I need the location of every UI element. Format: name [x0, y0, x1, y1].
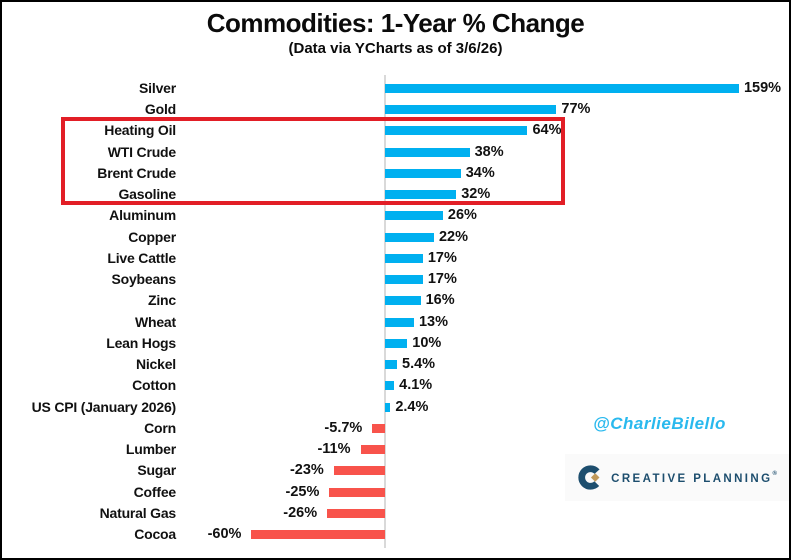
value-label: 10%	[412, 334, 442, 351]
value-label: -26%	[283, 504, 318, 521]
value-label: -11%	[317, 441, 351, 458]
value-label: 26%	[447, 207, 477, 224]
category-label: Aluminum	[109, 207, 176, 224]
bar	[385, 168, 461, 178]
category-label: Coffee	[133, 483, 177, 500]
bar	[385, 402, 391, 412]
bar-row: Aluminum 26%	[2, 205, 789, 226]
category-label: Gold	[144, 101, 176, 118]
bar-row: Lean Hogs 10%	[2, 333, 789, 354]
bar	[329, 487, 385, 497]
category-label: Gasoline	[118, 186, 176, 203]
bar	[385, 253, 423, 263]
category-label: Heating Oil	[104, 122, 176, 139]
value-label: -23%	[289, 462, 324, 479]
category-label: Live Cattle	[107, 249, 176, 266]
registered-mark: ®	[772, 470, 777, 477]
chart-subtitle: (Data via YCharts as of 3/6/26)	[288, 40, 503, 57]
category-label: Wheat	[134, 313, 176, 330]
value-label: 13%	[418, 313, 448, 330]
bar-row: Coffee -25%	[2, 482, 789, 503]
bar	[385, 105, 557, 115]
bar-row: US CPI (January 2026) 2.4%	[2, 397, 789, 418]
value-label: -5.7%	[324, 419, 363, 436]
bar	[385, 211, 443, 221]
category-label: WTI Crude	[107, 143, 176, 160]
bar	[385, 275, 423, 285]
bar-row: Corn -5.7%	[2, 418, 789, 439]
value-label: 64%	[532, 122, 562, 139]
category-label: Natural Gas	[99, 504, 177, 521]
bar	[385, 190, 457, 200]
value-label: 77%	[561, 101, 591, 118]
value-label: 32%	[461, 186, 491, 203]
value-label: 38%	[474, 143, 504, 160]
value-label: -60%	[207, 526, 242, 543]
bar-row: Lumber -11%	[2, 439, 789, 460]
value-label: 17%	[427, 249, 457, 266]
value-label: 34%	[465, 164, 495, 181]
value-label: 2.4%	[395, 398, 429, 415]
bar	[372, 423, 385, 433]
creative-planning-logo-text: CREATIVE PLANNING®	[611, 470, 777, 485]
bar	[333, 466, 385, 476]
category-label: Silver	[139, 79, 176, 96]
category-label: Brent Crude	[97, 164, 176, 181]
bar-row: Gasoline 32%	[2, 184, 789, 205]
bar-row: Wheat 13%	[2, 312, 789, 333]
category-label: Corn	[144, 419, 176, 436]
bar	[385, 381, 395, 391]
bar-row: Copper 22%	[2, 227, 789, 248]
value-label: 4.1%	[399, 377, 433, 394]
watermark-handle: @CharlieBilello	[593, 414, 726, 433]
category-label: Cocoa	[134, 526, 176, 543]
value-label: 17%	[427, 271, 457, 288]
bar-row: Natural Gas -26%	[2, 503, 789, 524]
bar-row: Soybeans 17%	[2, 269, 789, 290]
bar	[251, 530, 385, 540]
bar-row: Nickel 5.4%	[2, 354, 789, 375]
creative-planning-logomark	[578, 465, 603, 490]
bar	[385, 338, 408, 348]
chart-title: Commodities: 1-Year % Change	[206, 8, 585, 38]
bar	[327, 508, 385, 518]
bar	[385, 232, 434, 242]
value-label: 16%	[425, 292, 455, 309]
category-label: Lumber	[125, 441, 176, 458]
category-label: Copper	[128, 228, 176, 245]
bar	[385, 296, 421, 306]
zero-axis-line	[384, 75, 386, 548]
bar-row: Brent Crude 34%	[2, 163, 789, 184]
bar-row: Zinc 16%	[2, 290, 789, 311]
category-label: Zinc	[148, 292, 176, 309]
bar-row: Heating Oil 64%	[2, 120, 789, 141]
category-label: Soybeans	[111, 271, 176, 288]
bar-row: Cotton 4.1%	[2, 375, 789, 396]
bar-row: Gold 77%	[2, 99, 789, 120]
bar-row: WTI Crude 38%	[2, 142, 789, 163]
bar	[385, 317, 414, 327]
value-label: 159%	[743, 79, 782, 96]
bar	[360, 445, 385, 455]
category-label: US CPI (January 2026)	[31, 398, 177, 415]
value-label: -25%	[285, 483, 320, 500]
bar	[385, 126, 528, 136]
category-label: Cotton	[132, 377, 176, 394]
category-label: Sugar	[137, 462, 176, 479]
category-label: Nickel	[135, 356, 176, 373]
creative-planning-logo: CREATIVE PLANNING®	[565, 454, 789, 501]
highlight-box	[61, 117, 565, 205]
bar-row: Cocoa -60%	[2, 524, 789, 545]
category-label: Lean Hogs	[106, 334, 176, 351]
bar	[385, 360, 398, 370]
bar	[385, 83, 739, 93]
value-label: 5.4%	[402, 356, 436, 373]
value-label: 22%	[438, 228, 468, 245]
bar-row: Sugar -23%	[2, 460, 789, 481]
bar-row: Live Cattle 17%	[2, 248, 789, 269]
bar	[385, 147, 470, 157]
bar-row: Silver 159%	[2, 78, 789, 99]
